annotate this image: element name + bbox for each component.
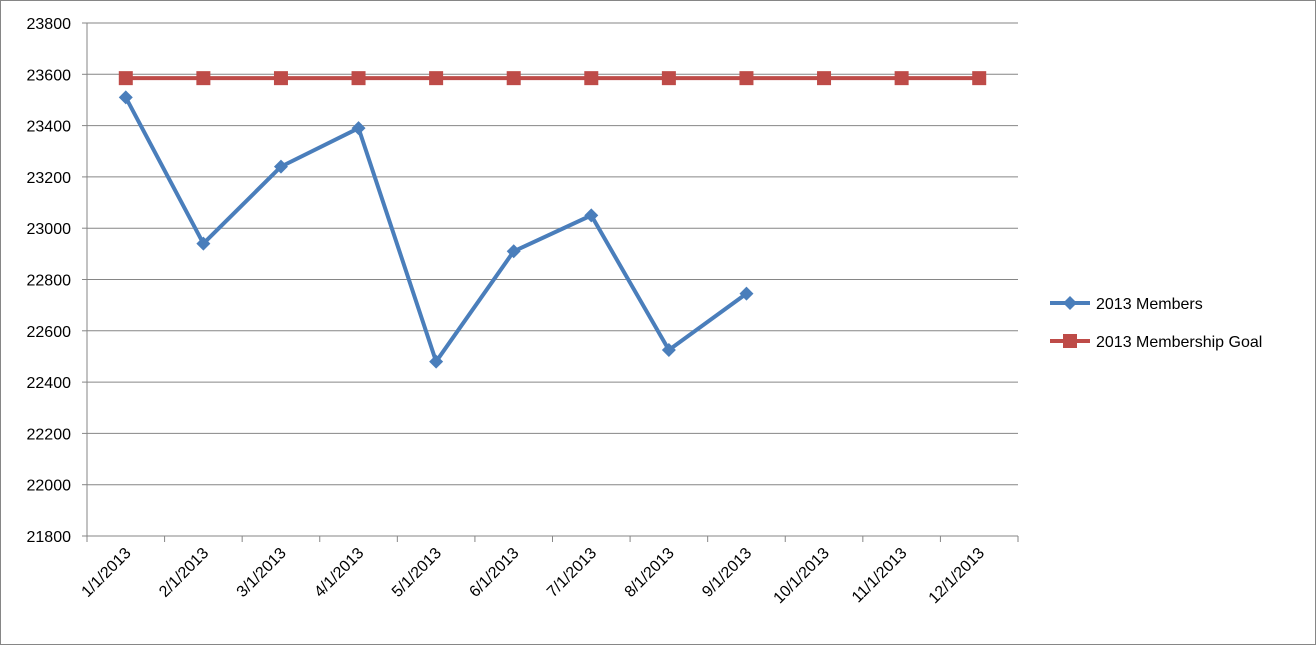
legend-marker [1063, 334, 1077, 348]
data-point [739, 71, 754, 86]
data-point [506, 244, 521, 259]
data-point [118, 90, 133, 105]
data-point [739, 286, 754, 301]
y-tick-label: 22200 [27, 426, 72, 443]
data-point [506, 71, 521, 86]
y-tick-label: 23800 [27, 16, 72, 33]
y-tick-label: 23200 [27, 170, 72, 187]
data-point [972, 71, 987, 86]
data-point [661, 71, 676, 86]
data-point [429, 354, 444, 369]
data-point [118, 71, 133, 86]
y-tick-label: 22600 [27, 324, 72, 341]
y-tick-label: 22400 [27, 375, 72, 392]
legend-label: 2013 Members [1096, 296, 1203, 313]
y-tick-label: 21800 [27, 529, 72, 546]
data-point [273, 159, 288, 174]
data-point [661, 343, 676, 358]
data-point [584, 208, 599, 223]
legend-label: 2013 Membership Goal [1096, 334, 1262, 351]
data-point [894, 71, 909, 86]
data-point [196, 236, 211, 251]
y-tick-label: 23000 [27, 221, 72, 238]
y-tick-label: 22800 [27, 273, 72, 290]
y-tick-label: 23600 [27, 67, 72, 84]
y-tick-label: 23400 [27, 119, 72, 136]
data-point [351, 121, 366, 136]
data-point [817, 71, 832, 86]
data-point [273, 71, 288, 86]
data-point [584, 71, 599, 86]
data-point [351, 71, 366, 86]
y-tick-label: 22000 [27, 478, 72, 495]
data-point [429, 71, 444, 86]
legend-marker [1063, 296, 1077, 310]
data-point [196, 71, 211, 86]
